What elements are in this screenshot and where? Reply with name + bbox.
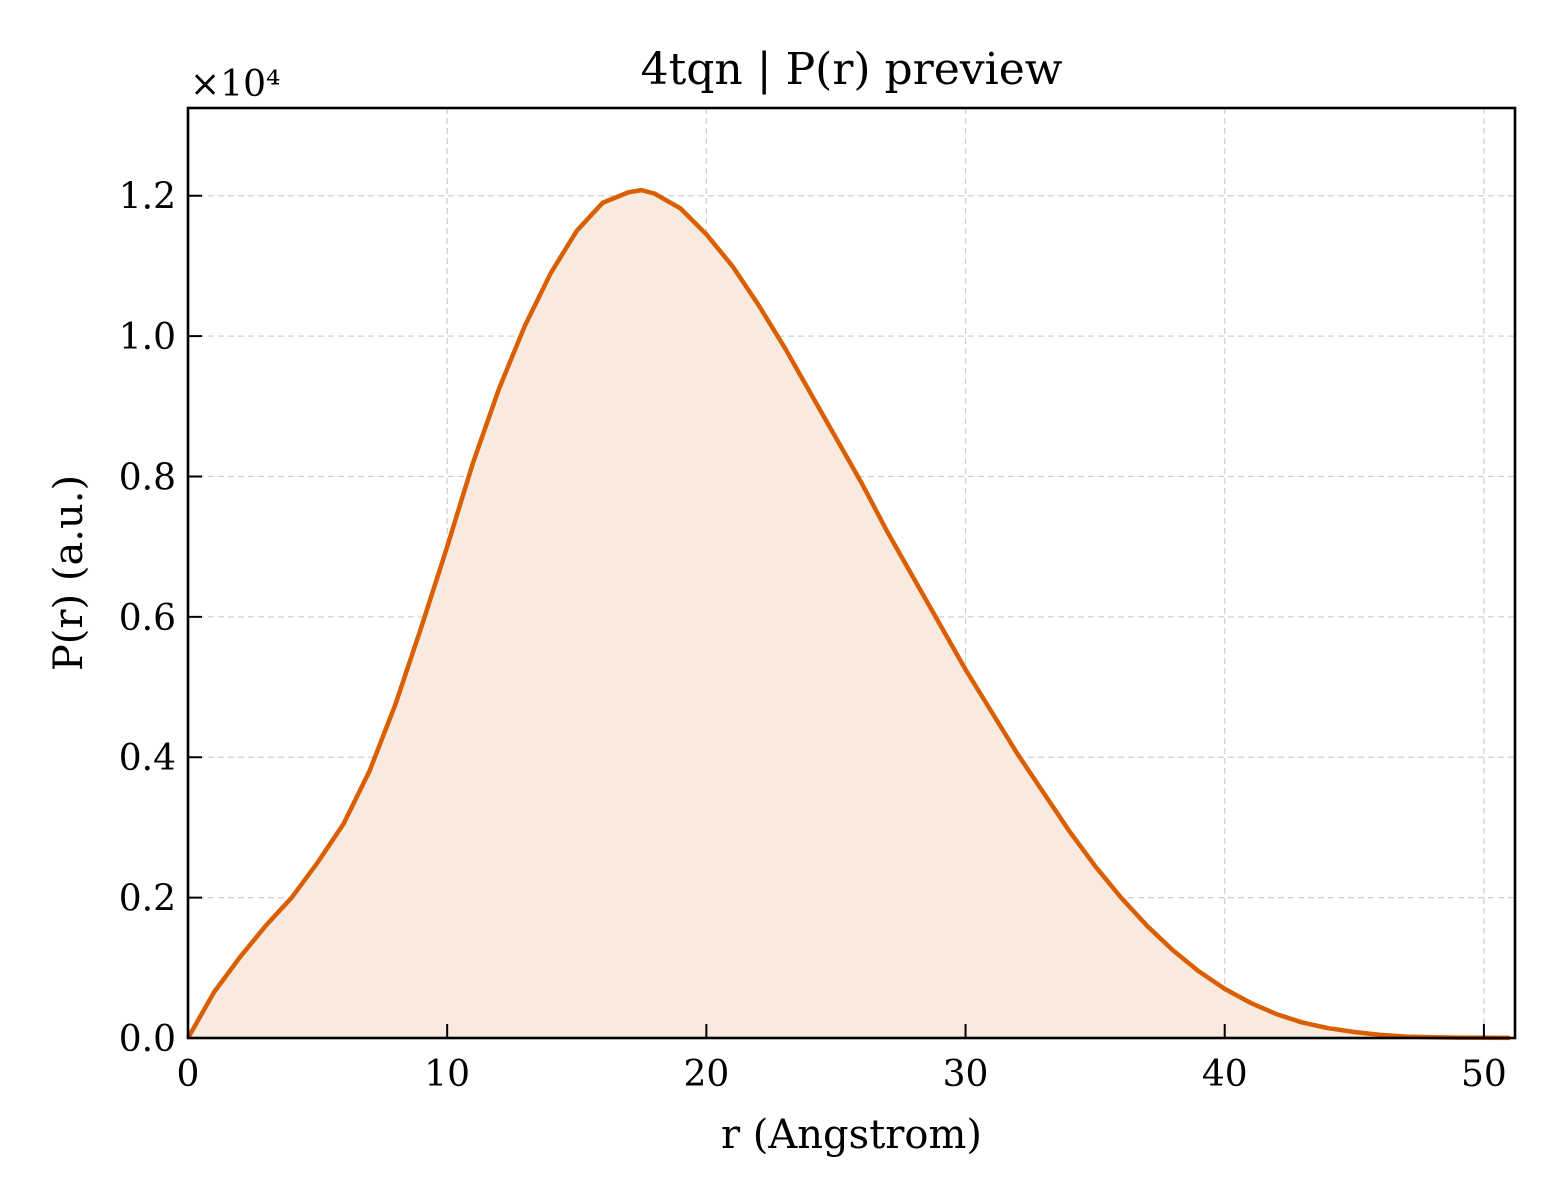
y-scale-label: ×10⁴ [190,64,280,105]
chart-title: 4tqn | P(r) preview [641,44,1063,95]
y-tick-label-4: 0.8 [119,457,176,498]
y-tick-label-2: 0.4 [119,738,176,779]
x-axis-label: r (Angstrom) [721,1112,982,1158]
y-tick-label-3: 0.6 [119,598,176,639]
series-line [186,187,1510,1041]
y-axis-label: P(r) (a.u.) [46,475,92,671]
y-tick-label-5: 1.0 [119,317,176,358]
plot-frame [186,106,1517,1040]
x-tick-label-0: 0 [177,1054,200,1095]
x-tick-label-5: 50 [1461,1054,1507,1095]
y-tick-label-6: 1.2 [119,177,176,218]
x-ticks: 0 10 20 30 40 50 [177,1024,1507,1095]
y-tick-label-0: 0.0 [119,1019,176,1060]
x-tick-label-3: 30 [943,1054,989,1095]
x-tick-label-4: 40 [1202,1054,1248,1095]
x-tick-label-1: 10 [424,1054,470,1095]
y-ticks: 0.0 0.2 0.4 0.6 0.8 1.0 1.2 [119,177,202,1060]
area-fill [188,190,1510,1038]
y-tick-label-1: 0.2 [119,879,176,920]
x-tick-label-2: 20 [683,1054,729,1095]
